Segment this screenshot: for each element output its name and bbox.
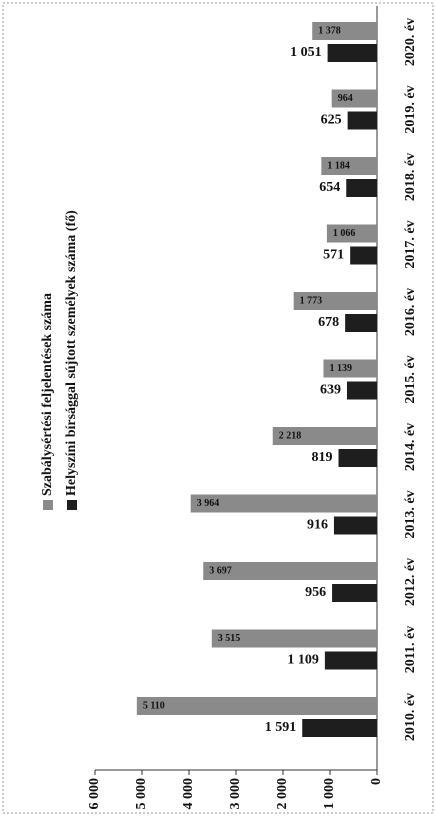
- x-tick-label: 2011. év: [403, 626, 418, 673]
- bar: [324, 651, 378, 670]
- value-label: 1 378: [318, 25, 341, 36]
- x-tick-label: 2020. év: [403, 18, 418, 66]
- value-label: 964: [338, 93, 353, 104]
- bar: [326, 224, 378, 243]
- x-tick-label: 2019. év: [403, 85, 418, 133]
- bar: [345, 314, 378, 332]
- legend-label: Helyszíni bírsággal sújtott személyek sz…: [64, 210, 79, 496]
- x-tick-label: 2012. év: [403, 558, 418, 606]
- y-tick-label: 3 000: [228, 778, 243, 810]
- value-label: 1 051: [290, 45, 322, 60]
- bar: [346, 381, 378, 400]
- y-tick-label: 5 000: [134, 778, 149, 810]
- bar: [211, 629, 377, 648]
- x-tick-label: 2015. év: [403, 355, 418, 403]
- bar: [312, 22, 378, 40]
- x-tick-label: 2014. év: [403, 423, 418, 471]
- y-tick-label: 1 000: [322, 778, 337, 810]
- value-label: 1 109: [287, 653, 319, 668]
- value-label: 3 697: [209, 565, 232, 576]
- bar: [136, 697, 377, 715]
- bar: [332, 584, 377, 602]
- bar: [350, 246, 377, 265]
- value-label: 1 184: [327, 160, 350, 171]
- value-label: 571: [323, 248, 344, 263]
- plot: 0 1 000 2 000 3 000 4 000 5 000 6 000 2010. év 5…: [40, 6, 418, 810]
- value-label: 654: [319, 180, 340, 195]
- value-label: 3 515: [218, 633, 241, 644]
- value-label: 819: [312, 450, 333, 465]
- bar: [293, 292, 378, 310]
- value-label: 956: [305, 585, 326, 600]
- value-label: 3 964: [197, 498, 220, 509]
- value-label: 1 773: [300, 295, 323, 306]
- bar: [338, 449, 377, 467]
- x-tick-label: 2017. év: [403, 220, 418, 268]
- bar: [190, 494, 377, 513]
- value-label: 5 110: [143, 700, 165, 711]
- value-label: 1 066: [333, 228, 356, 239]
- value-label: 1 591: [265, 720, 297, 735]
- value-label: 916: [307, 518, 328, 533]
- legend-label: Szabálysértési feljelentések száma: [40, 293, 55, 496]
- bar: [203, 562, 377, 580]
- y-tick-label: 0: [369, 778, 384, 785]
- y-tick-label: 6 000: [87, 778, 102, 810]
- value-label: 625: [321, 113, 342, 128]
- bar: [347, 111, 377, 130]
- value-label: 678: [318, 315, 339, 330]
- bar: [321, 157, 377, 175]
- value-label: 1 139: [329, 363, 352, 374]
- x-tick-label: 2018. év: [403, 153, 418, 201]
- value-label: 639: [320, 383, 341, 398]
- y-tick-label: 4 000: [181, 778, 196, 810]
- bar: [333, 516, 377, 535]
- bar: [323, 359, 378, 378]
- bar: [327, 44, 377, 62]
- x-tick-label: 2016. év: [403, 288, 418, 336]
- y-tick-label: 2 000: [275, 778, 290, 810]
- bar: [272, 427, 377, 445]
- x-tick-label: 2010. év: [403, 693, 418, 741]
- bar: [331, 89, 377, 108]
- legend-swatch: [67, 500, 77, 510]
- x-tick-label: 2013. év: [403, 490, 418, 538]
- value-label: 2 218: [279, 430, 302, 441]
- bar: [346, 179, 377, 197]
- bar: [302, 719, 377, 737]
- legend-swatch: [43, 500, 53, 510]
